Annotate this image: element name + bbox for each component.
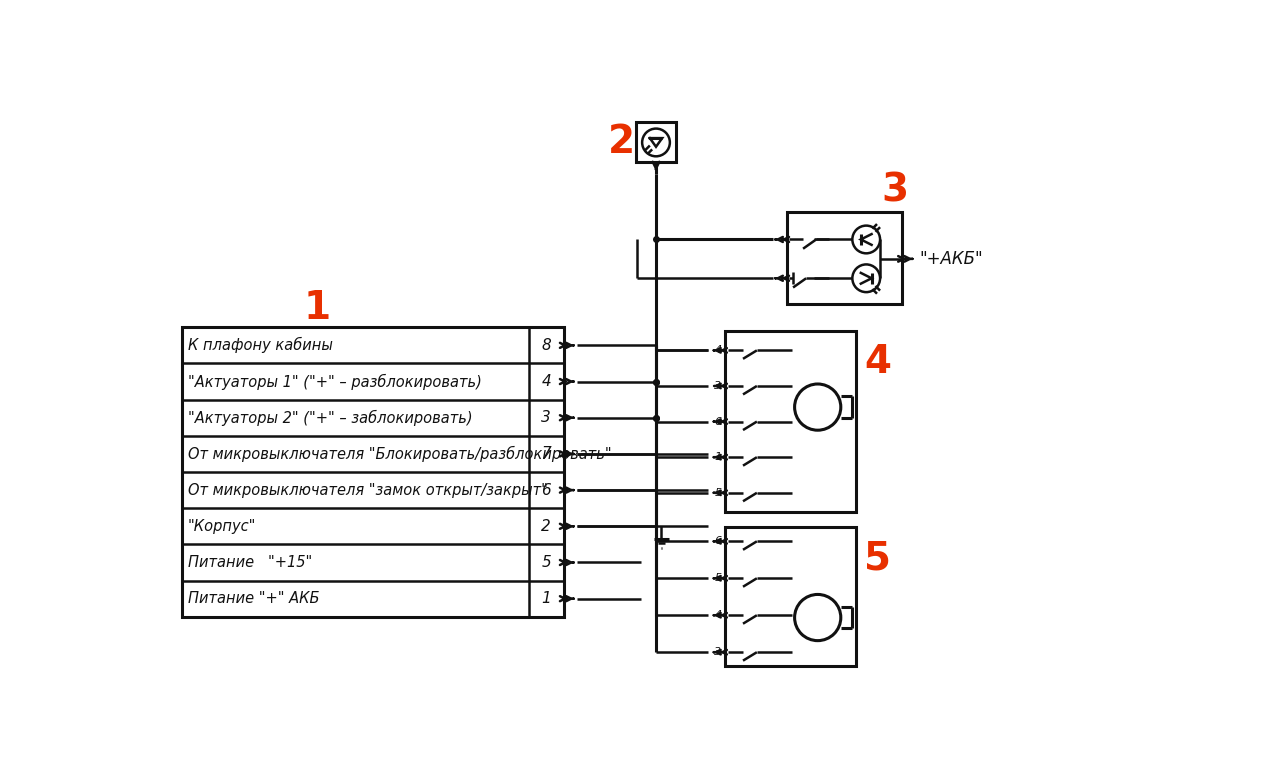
Text: 2: 2 — [608, 123, 635, 162]
Text: Питание "+" АКБ: Питание "+" АКБ — [188, 591, 319, 606]
Bar — [787, 212, 902, 304]
Text: "Корпус": "Корпус" — [188, 519, 256, 534]
Text: 6: 6 — [714, 417, 722, 427]
Text: 4: 4 — [714, 346, 722, 355]
Text: К плафону кабины: К плафону кабины — [188, 337, 333, 353]
Text: 6: 6 — [714, 537, 722, 546]
Text: 3: 3 — [541, 410, 552, 425]
Text: Питание   "+15": Питание "+15" — [188, 555, 312, 570]
Bar — [726, 527, 856, 666]
Text: 4: 4 — [864, 343, 891, 381]
Text: 1: 1 — [714, 452, 722, 462]
Text: 6: 6 — [541, 483, 552, 497]
Text: 5: 5 — [541, 555, 552, 570]
Text: "Актуаторы 1" ("+" – разблокировать): "Актуаторы 1" ("+" – разблокировать) — [188, 373, 481, 390]
Text: 1: 1 — [303, 289, 330, 327]
Text: 7: 7 — [541, 447, 552, 461]
Text: "Актуаторы 2" ("+" – заблокировать): "Актуаторы 2" ("+" – заблокировать) — [188, 410, 472, 426]
Bar — [726, 331, 856, 512]
Text: 5: 5 — [714, 574, 722, 583]
Text: 8: 8 — [541, 338, 552, 353]
Bar — [183, 327, 563, 617]
Text: От микровыключателя "Блокировать/разблокировать": От микровыключателя "Блокировать/разблок… — [188, 446, 612, 462]
Text: "+АКБ": "+АКБ" — [919, 250, 983, 268]
Text: 3: 3 — [714, 381, 722, 391]
Text: 4: 4 — [541, 374, 552, 389]
Text: От микровыключателя "замок открыт/закрыт": От микровыключателя "замок открыт/закрыт… — [188, 483, 548, 497]
Text: 2: 2 — [541, 519, 552, 534]
Text: 5: 5 — [714, 488, 722, 497]
Text: 3: 3 — [714, 648, 722, 657]
Bar — [636, 122, 676, 162]
Text: 1: 1 — [541, 591, 552, 606]
Text: 3: 3 — [881, 171, 909, 209]
Text: 4: 4 — [714, 611, 722, 620]
Text: 5: 5 — [864, 539, 891, 578]
